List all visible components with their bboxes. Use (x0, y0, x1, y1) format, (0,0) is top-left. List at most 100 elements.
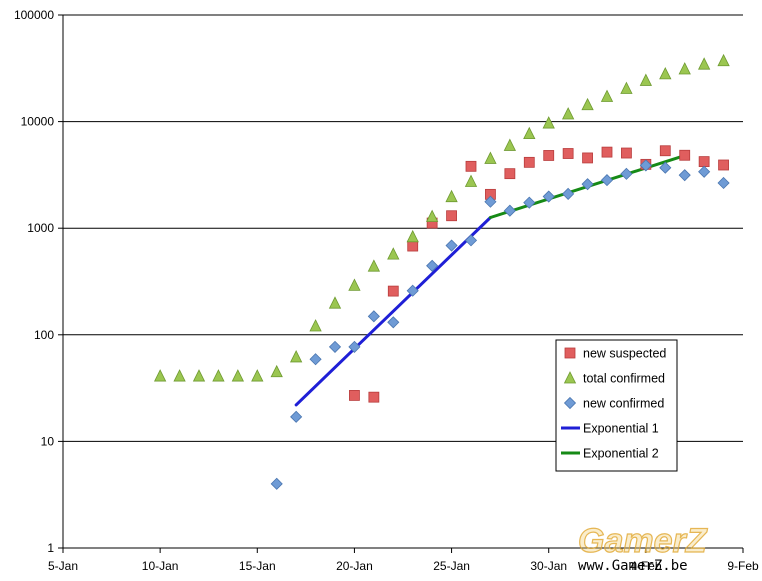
point-total-confirmed-26-jan (464, 174, 478, 187)
point-total-confirmed-18-jan (309, 319, 322, 332)
point-new-confirmed-24-jan (426, 259, 439, 272)
point-total-confirmed-31-jan (561, 107, 575, 120)
y-tick-label-1000: 1000 (27, 221, 54, 235)
grid-lines (58, 14, 743, 549)
point-total-confirmed-2-feb (600, 89, 614, 102)
series-new-confirmed (270, 159, 730, 490)
legend-item-exponential-2: Exponential 2 (561, 447, 659, 461)
point-total-confirmed-24-jan (425, 209, 439, 222)
point-new-suspected-25-jan (446, 210, 457, 222)
series-total-confirmed (153, 53, 730, 382)
point-total-confirmed-27-jan (484, 151, 497, 164)
point-total-confirmed-1-feb (581, 97, 594, 111)
point-total-confirmed-20-jan (348, 278, 361, 291)
point-total-confirmed-8-feb (717, 53, 730, 67)
point-new-suspected-2-feb (601, 146, 613, 158)
x-tick-label-20-jan: 20-Jan (336, 559, 373, 573)
x-tick-label-9-feb: 9-Feb (727, 559, 759, 573)
point-total-confirmed-22-jan (387, 247, 400, 260)
point-total-confirmed-30-jan (542, 116, 555, 129)
point-new-confirmed-26-jan (464, 234, 478, 247)
point-total-confirmed-21-jan (367, 259, 381, 272)
x-tick-label-5-jan: 5-Jan (48, 559, 78, 573)
point-new-suspected-1-feb (582, 152, 593, 164)
point-new-confirmed-30-jan (542, 190, 555, 203)
point-new-suspected-5-feb (659, 145, 671, 157)
legend-swatch-new-suspected (564, 347, 576, 359)
point-total-confirmed-5-feb (659, 67, 672, 80)
legend: new suspected total confirmed new confirme… (555, 339, 678, 472)
point-total-confirmed-15-jan (251, 369, 264, 382)
point-new-confirmed-8-feb (717, 176, 730, 190)
point-new-suspected-7-feb (698, 156, 710, 168)
x-tick-label-15-jan: 15-Jan (239, 559, 276, 573)
point-new-suspected-31-jan (562, 148, 574, 159)
watermark-url: www.GamerZ.be (578, 558, 688, 574)
point-new-confirmed-25-jan (445, 239, 458, 252)
point-total-confirmed-6-feb (678, 62, 691, 75)
watermark: GamerZ www.GamerZ.be (577, 521, 708, 574)
x-tick-labels: 5-Jan 10-Jan 15-Jan 20-Jan 25-Jan 30-Jan 4-Feb… (48, 559, 759, 573)
point-new-suspected-3-feb (621, 147, 632, 159)
point-total-confirmed-13-jan (212, 369, 225, 382)
point-total-confirmed-14-jan (231, 369, 245, 382)
point-total-confirmed-12-jan (192, 369, 206, 382)
legend-box (555, 339, 678, 472)
line-exponential-1 (294, 216, 492, 407)
legend-label-new-suspected: new suspected (583, 347, 666, 361)
axes (62, 15, 744, 553)
legend-swatch-total-confirmed (563, 371, 577, 384)
point-new-suspected-6-feb (679, 149, 691, 161)
legend-item-new-confirmed: new confirmed (563, 397, 664, 411)
legend-label-exponential-2: Exponential 2 (583, 447, 659, 461)
point-new-suspected-26-jan (465, 160, 477, 172)
point-total-confirmed-10-jan (153, 369, 167, 382)
point-new-suspected-30-jan (543, 150, 555, 161)
point-total-confirmed-28-jan (503, 138, 517, 151)
point-new-confirmed-18-jan (309, 353, 322, 366)
legend-label-new-confirmed: new confirmed (583, 397, 664, 411)
x-tick-label-10-jan: 10-Jan (142, 559, 179, 573)
data-markers (153, 53, 730, 490)
y-tick-labels: 1 10 100 1000 10000 100000 (14, 8, 54, 555)
point-new-confirmed-7-feb (698, 165, 711, 178)
point-new-confirmed-6-feb (678, 169, 691, 182)
point-new-suspected-23-jan (407, 240, 419, 252)
point-total-confirmed-4-feb (639, 73, 653, 86)
y-tick-label-10000: 10000 (21, 115, 55, 129)
point-new-confirmed-16-jan (270, 477, 283, 490)
point-new-confirmed-23-jan (406, 284, 419, 297)
point-new-confirmed-20-jan (348, 340, 361, 353)
point-new-confirmed-2-feb (600, 174, 614, 187)
point-total-confirmed-16-jan (270, 364, 283, 378)
point-total-confirmed-17-jan (289, 350, 303, 363)
point-new-confirmed-22-jan (387, 316, 400, 329)
point-new-suspected-29-jan (523, 156, 535, 168)
legend-item-exponential-1: Exponential 1 (561, 422, 659, 436)
point-total-confirmed-7-feb (697, 57, 711, 70)
watermark-logo: GamerZ (578, 522, 708, 560)
point-new-confirmed-27-jan (484, 195, 497, 208)
point-new-confirmed-4-feb (639, 159, 652, 172)
point-total-confirmed-23-jan (406, 229, 419, 243)
point-new-confirmed-31-jan (562, 187, 575, 200)
point-new-suspected-22-jan (387, 285, 399, 297)
point-new-confirmed-29-jan (523, 196, 536, 209)
point-new-suspected-21-jan (368, 391, 380, 403)
point-new-suspected-8-feb (718, 159, 729, 171)
point-total-confirmed-3-feb (620, 81, 633, 94)
point-new-suspected-28-jan (504, 168, 516, 180)
point-new-confirmed-5-feb (659, 161, 672, 174)
point-new-suspected-20-jan (349, 390, 360, 401)
x-tick-label-4-feb: 4-Feb (630, 559, 662, 573)
point-new-confirmed-1-feb (581, 178, 594, 191)
point-new-confirmed-19-jan (328, 340, 342, 353)
point-new-confirmed-17-jan (290, 410, 303, 423)
x-tick-label-25-jan: 25-Jan (433, 559, 470, 573)
legend-item-total-confirmed: total confirmed (563, 371, 665, 386)
y-tick-label-100000: 100000 (14, 8, 54, 22)
point-new-confirmed-21-jan (367, 310, 380, 323)
legend-item-new-suspected: new suspected (564, 347, 666, 361)
series-new-suspected (349, 145, 729, 403)
